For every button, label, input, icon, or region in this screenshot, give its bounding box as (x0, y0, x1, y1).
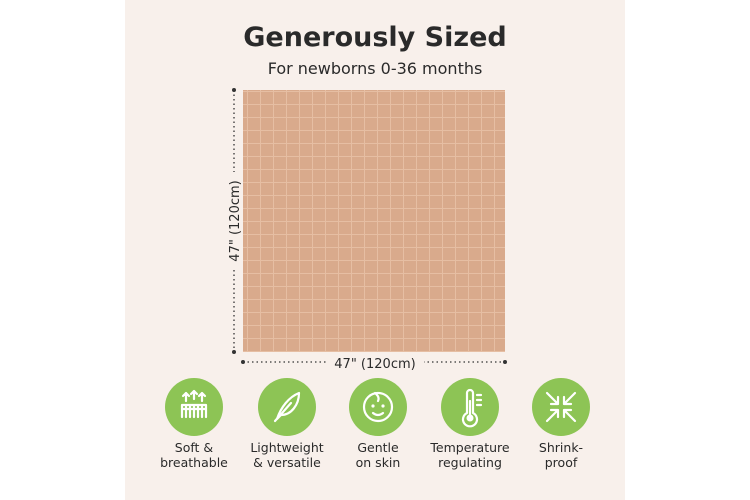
feature-icon (180, 389, 208, 419)
feature-icon (461, 388, 483, 428)
features: Soft &breathable Lightweight& versatile Ge… (160, 378, 590, 470)
feature-icon (273, 391, 301, 423)
feature-icon-bg (532, 378, 590, 436)
feature-icon (545, 391, 577, 423)
guide-end (232, 350, 236, 354)
guide-end (241, 360, 245, 364)
blanket (243, 90, 505, 352)
width-label: 47" (120cm) (334, 357, 415, 372)
title: Generously Sized (243, 22, 506, 53)
guide-end (503, 360, 507, 364)
feature-icon-bg (349, 378, 407, 436)
feature-label: Lightweight (250, 440, 323, 455)
feature-label: Gentle (357, 440, 399, 455)
feature-label: & versatile (253, 455, 321, 470)
feature-label: breathable (160, 455, 228, 470)
label-bg (225, 172, 243, 270)
feature-label: regulating (438, 455, 502, 470)
guide-end (232, 88, 236, 92)
subtitle: For newborns 0-36 months (268, 59, 483, 78)
feature-label: Soft & (175, 440, 214, 455)
label-bg (326, 354, 424, 372)
feature-label: Temperature (429, 440, 509, 455)
feature-label: proof (545, 455, 578, 470)
feature-label: Shrink- (539, 440, 583, 455)
height-label: 47" (120cm) (228, 180, 243, 261)
feature-icon (362, 391, 394, 423)
feature-label: on skin (356, 455, 401, 470)
